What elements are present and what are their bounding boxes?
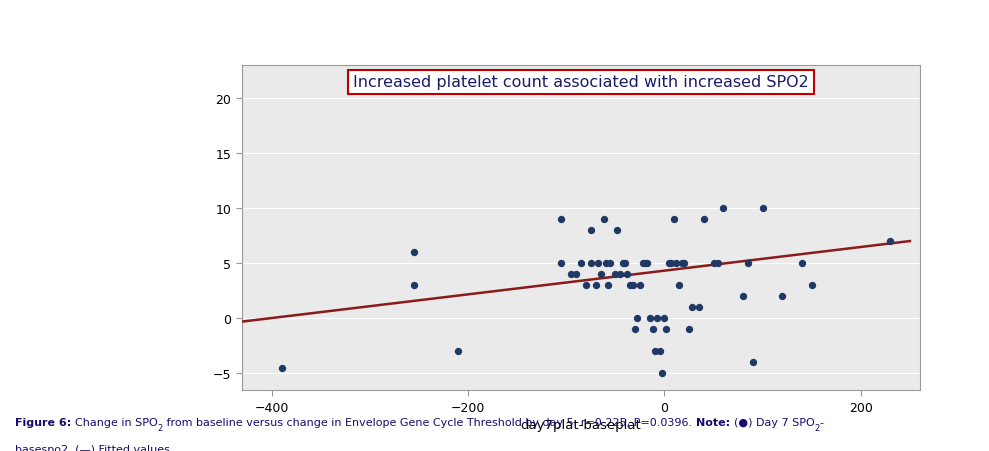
Point [696,216,712,223]
Point [652,348,668,355]
Point [691,304,707,311]
Point [619,271,635,278]
Point [745,359,761,366]
Text: -: - [820,417,824,427]
Point [274,364,290,372]
Point [554,216,570,223]
Point [612,271,628,278]
Point [647,348,663,355]
Point [574,260,589,267]
Point [657,315,673,322]
Point [607,271,623,278]
Point [564,271,580,278]
Point [681,326,697,333]
Point [674,260,690,267]
Text: 2: 2 [157,423,163,432]
Point [450,348,466,355]
Point [645,326,661,333]
Point [755,205,770,212]
Point [642,315,658,322]
Text: from baseline versus change in Envelope Gene Cycle Threshold by day 5. r=0.225, : from baseline versus change in Envelope … [163,417,695,427]
Point [676,260,692,267]
Point [649,315,665,322]
Point [406,282,422,289]
Point [625,282,641,289]
Point [602,260,618,267]
Point [669,260,684,267]
Point [735,293,751,300]
Point [583,227,598,234]
Point [622,282,638,289]
Point [882,238,898,245]
Point [569,271,584,278]
Point [715,205,731,212]
Point [554,260,570,267]
Point [589,260,605,267]
Point [804,282,820,289]
Point [615,260,631,267]
Point [597,260,613,267]
Text: Increased platelet count associated with increased SPO2: Increased platelet count associated with… [353,75,809,90]
Point [659,326,674,333]
Point [592,271,608,278]
Point [587,282,603,289]
Point [774,293,790,300]
Point [632,282,648,289]
Point [637,260,653,267]
Point [629,315,645,322]
Point [639,260,655,267]
Point [710,260,726,267]
Point [627,326,643,333]
Point [672,282,687,289]
Text: Change in SPO: Change in SPO [75,417,157,427]
Point [595,216,611,223]
Point [583,260,598,267]
Point [578,282,593,289]
Point [599,282,615,289]
Point [706,260,722,267]
Point [662,260,677,267]
Text: (●) Day 7 SPO: (●) Day 7 SPO [734,417,814,427]
X-axis label: day7plat-baseplat: day7plat-baseplat [520,419,642,431]
Point [684,304,700,311]
Point [635,260,651,267]
Text: Figure 6:: Figure 6: [15,417,75,427]
Text: 2: 2 [814,423,820,432]
Text: basespo2, (—) Fitted values.: basespo2, (—) Fitted values. [15,444,173,451]
Point [664,260,679,267]
Point [686,84,702,91]
Point [740,260,756,267]
Point [667,216,682,223]
Point [617,260,633,267]
Point [609,227,625,234]
Point [654,370,670,377]
Point [794,260,810,267]
Point [406,249,422,256]
Text: Note:: Note: [695,417,734,427]
